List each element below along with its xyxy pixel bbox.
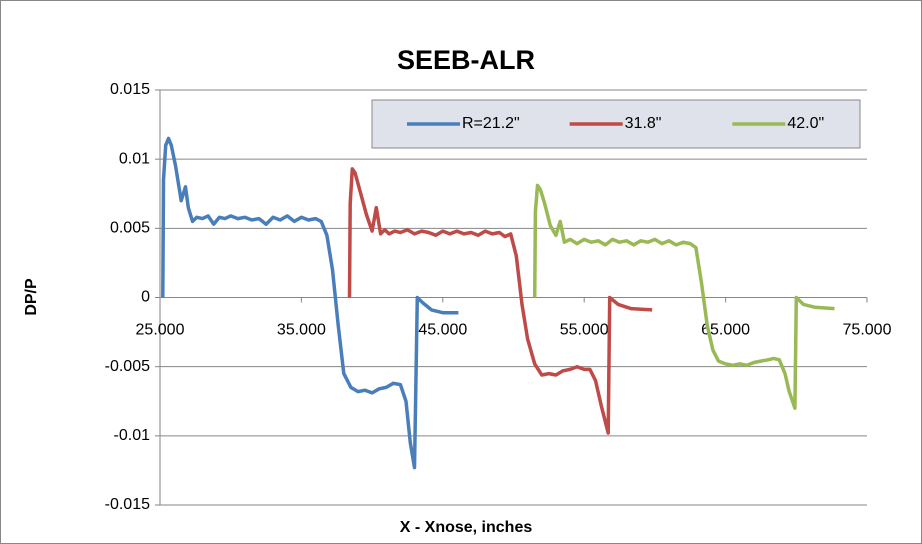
x-tick-label: 75.000 — [843, 322, 892, 339]
y-tick-label: 0 — [141, 289, 150, 306]
y-tick-label: 0.01 — [119, 150, 150, 167]
x-axis-title: X - Xnose, inches — [400, 519, 533, 536]
y-tick-label: -0.005 — [105, 358, 150, 375]
legend-label: R=21.2" — [462, 115, 520, 132]
y-tick-label: -0.01 — [114, 427, 151, 444]
legend-label: 31.8" — [625, 115, 662, 132]
chart-title: SEEB-ALR — [397, 45, 535, 75]
x-tick-label: 55.000 — [560, 322, 609, 339]
x-tick-label: 65.000 — [701, 322, 750, 339]
x-tick-label: 45.000 — [418, 322, 467, 339]
y-tick-label: 0.005 — [110, 220, 150, 237]
y-axis-title: DP/P — [23, 278, 40, 316]
series-line — [161, 136, 459, 470]
legend-label: 42.0" — [787, 115, 824, 132]
y-tick-label: -0.015 — [105, 496, 150, 513]
x-tick-label: 35.000 — [277, 322, 326, 339]
y-tick-label: 0.015 — [110, 81, 150, 98]
series-line — [532, 183, 835, 410]
series-line — [347, 167, 653, 435]
x-tick-label: 25.000 — [136, 322, 185, 339]
